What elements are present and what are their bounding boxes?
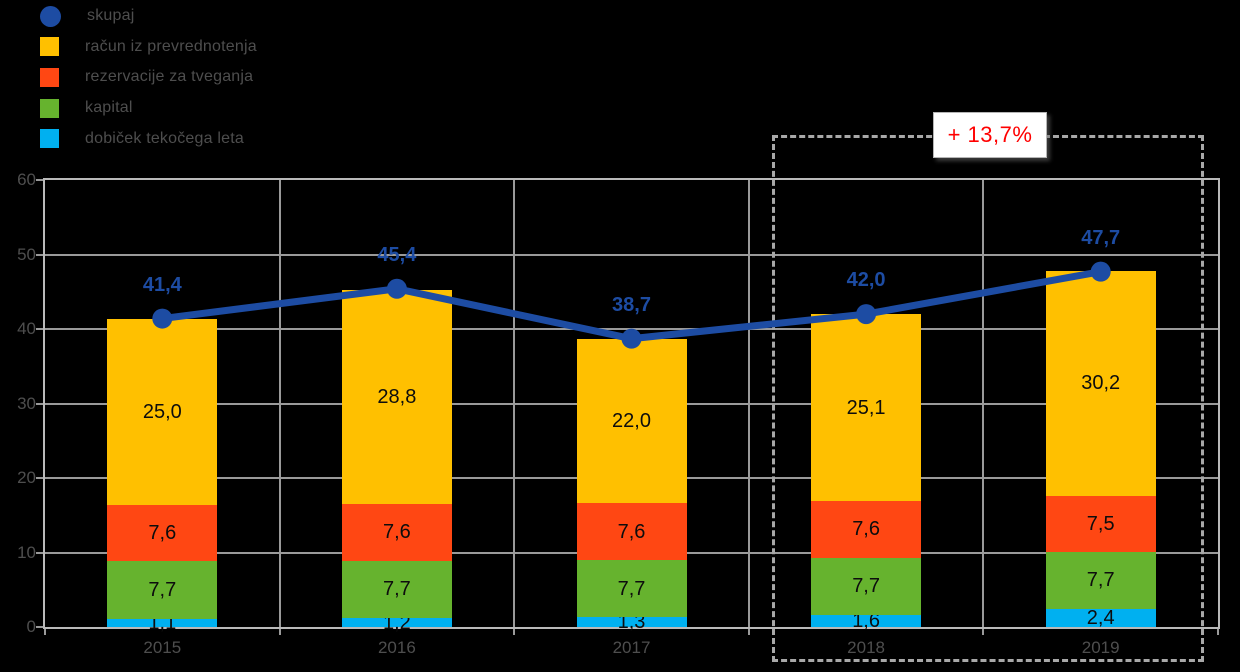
bar-segment — [811, 314, 922, 502]
bar-segment-label: 7,7 — [148, 579, 177, 602]
bar-segment-label: 7,7 — [617, 577, 646, 600]
x-axis-tick — [278, 629, 281, 635]
gridline-vertical — [982, 180, 985, 627]
y-axis-tick — [36, 253, 43, 256]
y-axis-tick — [36, 402, 43, 405]
y-axis-tick — [36, 328, 43, 330]
bar-segment — [341, 618, 452, 627]
bar-segment — [107, 504, 218, 562]
y-axis-tick — [36, 626, 43, 628]
bar-segment-label: 7,7 — [852, 575, 880, 598]
legend-item: dobiček tekočega leta — [40, 129, 244, 149]
gridline-vertical — [513, 180, 516, 627]
bar-segment-label: 7,5 — [1086, 512, 1115, 535]
bar-segment — [107, 618, 218, 627]
bar-segment — [107, 318, 218, 505]
legend-item: račun iz prevrednotenja — [40, 37, 257, 57]
total-value-label: 47,7 — [1081, 226, 1121, 249]
x-axis-tick — [982, 629, 985, 635]
bar-segment — [1045, 495, 1156, 552]
total-value-label: 45,4 — [377, 243, 417, 266]
legend-item: rezervacije za tveganja — [40, 67, 253, 87]
bar-segment-label: 7,6 — [617, 520, 646, 543]
bar-segment — [811, 557, 922, 616]
bar-segment — [576, 503, 687, 560]
bar-segment-label: 7,6 — [852, 518, 880, 541]
total-value-label: 42,0 — [846, 269, 886, 292]
bar-segment-label: 7,6 — [148, 522, 177, 545]
bar-segment-label: 30,2 — [1081, 372, 1121, 395]
x-axis-tick-label: 2015 — [143, 638, 182, 657]
highlight-dashed-rectangle — [772, 135, 1204, 662]
bar-segment — [576, 559, 687, 618]
y-axis-tick-label: 60 — [17, 170, 36, 189]
legend-item: kapital — [40, 98, 133, 118]
bar-segment — [107, 561, 218, 619]
bar-segment — [341, 560, 452, 619]
bar-segment-label: 7,6 — [382, 521, 411, 544]
legend-item-label: račun iz prevrednotenja — [85, 37, 257, 55]
bar-segment-label: 2,4 — [1086, 607, 1115, 630]
total-value-label: 41,4 — [142, 273, 182, 296]
legend-square-icon — [40, 37, 59, 57]
legend-square-icon — [40, 98, 59, 118]
bar-segment — [811, 501, 922, 558]
legend-item-label: rezervacije za tveganja — [85, 68, 254, 86]
legend-item-label: dobiček tekočega leta — [85, 129, 244, 147]
bar-segment — [811, 615, 922, 627]
legend-item: skupaj — [40, 5, 135, 27]
bar-segment — [1045, 609, 1156, 627]
bar-segment — [341, 504, 452, 561]
bar-segment-label: 25,1 — [846, 396, 886, 419]
bar-segment-label: 7,7 — [1086, 569, 1115, 592]
y-axis-tick-label: 0 — [26, 617, 36, 636]
y-axis-tick — [36, 477, 43, 479]
percent-change-label: + 13,7% — [947, 122, 1033, 147]
x-axis-tick — [747, 629, 750, 635]
y-axis-tick-label: 40 — [17, 319, 36, 338]
y-axis-tick-label: 30 — [17, 393, 36, 413]
y-axis-tick — [36, 551, 43, 554]
x-axis-tick-label: 2019 — [1081, 638, 1120, 657]
x-axis-tick-label: 2018 — [847, 638, 885, 657]
legend-circle-icon — [40, 5, 61, 27]
percent-change-annotation: + 13,7% — [933, 112, 1047, 158]
legend-item-label: skupaj — [87, 7, 135, 24]
bar-segment — [1045, 551, 1156, 610]
bar-segment — [576, 617, 687, 627]
x-axis-tick-label: 2017 — [612, 638, 651, 657]
x-axis-tick — [44, 629, 46, 635]
bar-segment — [576, 339, 687, 504]
x-axis-tick — [513, 629, 516, 635]
bar-segment-label: 1,6 — [852, 610, 880, 633]
plot-area-border — [43, 178, 1220, 629]
y-axis-tick — [36, 179, 43, 181]
bar-segment-label: 25,0 — [142, 400, 182, 423]
bar-segment-label: 28,8 — [377, 385, 417, 408]
x-axis-tick — [1217, 629, 1219, 635]
bar-segment-label: 22,0 — [612, 410, 651, 433]
y-axis-tick-label: 50 — [17, 244, 36, 264]
gridline-horizontal — [45, 253, 1218, 256]
legend-square-icon — [40, 67, 59, 87]
legend-item-label: kapital — [85, 99, 133, 117]
y-axis-tick-label: 20 — [17, 468, 36, 487]
gridline-vertical — [278, 180, 281, 627]
legend-square-icon — [40, 129, 59, 149]
total-value-label: 38,7 — [612, 293, 651, 316]
y-axis-tick-label: 10 — [17, 542, 36, 562]
bar-segment-label: 7,7 — [382, 578, 411, 601]
gridline-vertical — [747, 180, 750, 627]
x-axis-tick-label: 2016 — [377, 638, 416, 657]
